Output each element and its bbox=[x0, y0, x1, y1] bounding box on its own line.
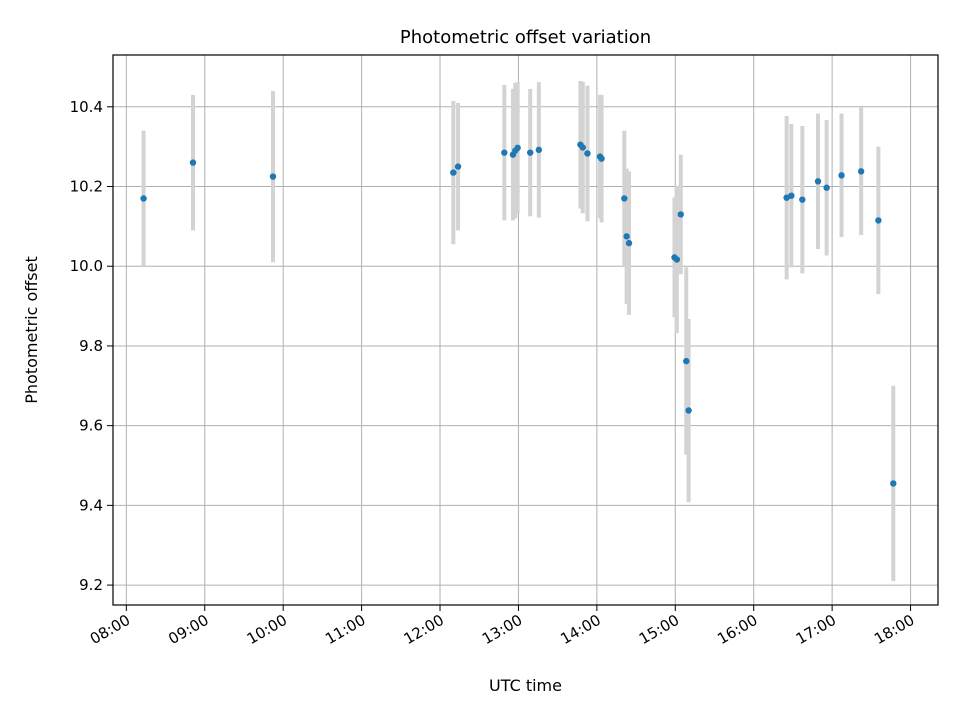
plot-frame bbox=[112, 54, 939, 606]
chart-title: Photometric offset variation bbox=[400, 27, 651, 48]
data-points bbox=[140, 141, 897, 487]
data-point bbox=[454, 163, 462, 170]
data-point bbox=[584, 150, 591, 157]
data-point bbox=[788, 192, 795, 199]
data-point bbox=[269, 173, 277, 180]
data-point bbox=[823, 184, 830, 191]
y-tick-label: 9.8 bbox=[79, 337, 103, 355]
data-point bbox=[683, 357, 690, 365]
y-tick-label: 9.6 bbox=[79, 417, 103, 435]
y-tick-label: 10.4 bbox=[70, 98, 103, 116]
y-tick-label: 10.0 bbox=[70, 257, 103, 275]
data-point bbox=[838, 172, 845, 179]
data-point bbox=[623, 233, 630, 240]
data-point bbox=[450, 169, 457, 176]
data-point bbox=[621, 195, 628, 202]
data-point bbox=[673, 256, 681, 263]
data-point bbox=[598, 155, 605, 162]
y-tick-label: 9.4 bbox=[79, 496, 103, 514]
data-point bbox=[189, 159, 197, 166]
data-point bbox=[814, 178, 822, 185]
data-point bbox=[677, 211, 684, 218]
data-point bbox=[579, 144, 586, 151]
data-point bbox=[875, 217, 882, 224]
x-axis-title: UTC time bbox=[489, 676, 562, 695]
y-axis-title: Photometric offset bbox=[22, 256, 41, 404]
data-point bbox=[514, 144, 521, 152]
data-point bbox=[527, 149, 534, 156]
data-point bbox=[890, 480, 897, 487]
data-point bbox=[625, 239, 633, 247]
data-point bbox=[140, 195, 147, 202]
y-tick-label: 10.2 bbox=[70, 178, 103, 196]
data-point bbox=[501, 149, 508, 156]
data-point bbox=[857, 168, 865, 175]
y-axis-ticks: 9.2 9.4 9.6 9.8 10.0 10.2 10.4 bbox=[70, 98, 113, 594]
y-tick-label: 9.2 bbox=[79, 576, 103, 594]
data-point bbox=[535, 146, 543, 154]
data-point bbox=[799, 196, 806, 203]
data-point bbox=[685, 407, 692, 414]
